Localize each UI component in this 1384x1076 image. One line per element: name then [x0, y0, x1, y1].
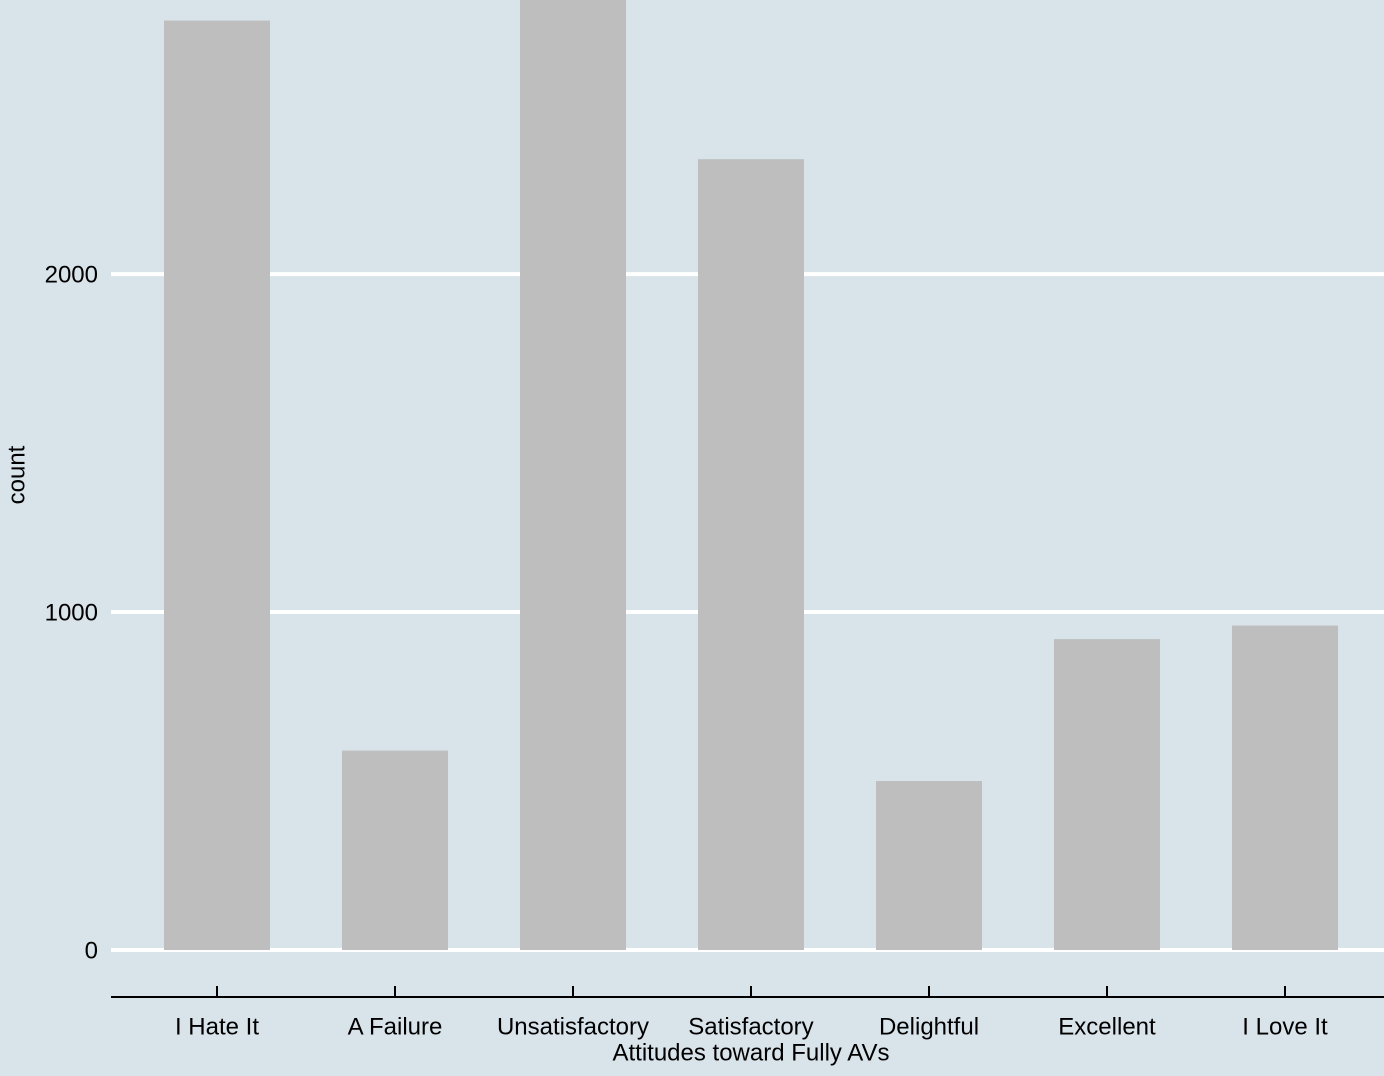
bar	[698, 159, 804, 951]
bar	[1232, 625, 1338, 951]
x-tick-label: A Failure	[348, 1013, 443, 1040]
bar	[164, 20, 270, 951]
x-tick-label: Excellent	[1058, 1013, 1156, 1040]
y-tick-label: 2000	[45, 261, 98, 288]
x-tick-label: I Love It	[1242, 1013, 1328, 1040]
bar	[520, 0, 626, 951]
x-tick-label: Unsatisfactory	[497, 1013, 649, 1040]
bar	[876, 781, 982, 951]
y-axis-title: count	[3, 445, 30, 504]
bar	[342, 750, 448, 951]
bar	[1054, 639, 1160, 951]
y-tick-label: 1000	[45, 599, 98, 626]
plot-area	[111, 0, 1384, 953]
y-tick-label: 0	[85, 937, 98, 964]
x-tick-label: Delightful	[879, 1013, 979, 1040]
x-tick-label: I Hate It	[175, 1013, 259, 1040]
x-tick-label: Satisfactory	[688, 1013, 813, 1040]
x-axis-title: Attitudes toward Fully AVs	[612, 1039, 889, 1066]
